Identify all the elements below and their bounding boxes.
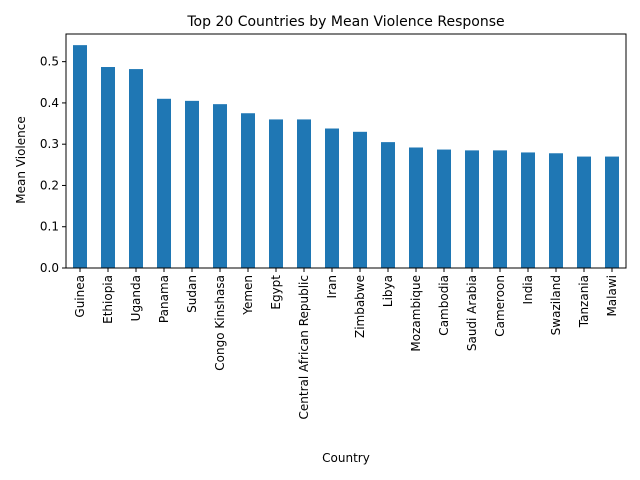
y-tick-label: 0.2 bbox=[40, 178, 59, 192]
bar bbox=[381, 142, 395, 268]
bar bbox=[409, 147, 423, 268]
bar bbox=[549, 153, 563, 268]
x-tick-label: Yemen bbox=[241, 275, 255, 316]
x-tick-label: Egypt bbox=[269, 275, 283, 310]
bar bbox=[353, 131, 367, 268]
x-axis: Guinea Ethiopia Uganda Panama Sudan Congo Kin… bbox=[73, 268, 619, 419]
x-tick-label: Guinea bbox=[73, 275, 87, 318]
x-tick-label: Sudan bbox=[185, 275, 199, 313]
y-axis-label: Mean Violence bbox=[14, 116, 28, 203]
x-tick-label: Libya bbox=[381, 275, 395, 307]
x-axis-label: Country bbox=[322, 451, 370, 465]
y-tick-label: 0.0 bbox=[40, 261, 59, 275]
y-tick-label: 0.5 bbox=[40, 55, 59, 69]
bar bbox=[213, 104, 227, 269]
bar bbox=[269, 119, 283, 268]
x-tick-label: Saudi Arabia bbox=[465, 275, 479, 351]
x-tick-label: Cambodia bbox=[437, 275, 451, 336]
bar bbox=[185, 100, 199, 268]
chart-title: Top 20 Countries by Mean Violence Respon… bbox=[186, 14, 504, 30]
x-tick-label: Zimbabwe bbox=[353, 275, 367, 338]
plot-frame bbox=[65, 33, 627, 269]
y-tick-label: 0.1 bbox=[40, 220, 59, 234]
bar bbox=[465, 150, 479, 268]
x-tick-label: Ethiopia bbox=[101, 275, 115, 324]
x-tick-label: Uganda bbox=[129, 275, 143, 321]
bar bbox=[129, 69, 143, 268]
x-tick-label: Central African Republic bbox=[297, 275, 311, 419]
x-tick-label: India bbox=[521, 275, 535, 304]
x-tick-label: Iran bbox=[325, 275, 339, 298]
bar bbox=[297, 119, 311, 268]
bar bbox=[325, 128, 339, 268]
bar bbox=[101, 67, 115, 269]
bar bbox=[157, 98, 171, 269]
bar bbox=[493, 150, 507, 268]
bar bbox=[241, 113, 255, 268]
x-tick-label: Mozambique bbox=[409, 275, 423, 352]
bar bbox=[521, 152, 535, 268]
x-tick-label: Congo Kinshasa bbox=[213, 275, 227, 371]
x-tick-label: Swaziland bbox=[549, 275, 563, 335]
bars-group bbox=[73, 45, 619, 269]
y-axis: 0.0 0.1 0.2 0.3 0.4 0.5 bbox=[40, 55, 66, 275]
y-tick-label: 0.3 bbox=[40, 137, 59, 151]
bar bbox=[605, 156, 619, 268]
y-tick-label: 0.4 bbox=[40, 96, 59, 110]
bar bbox=[577, 156, 591, 268]
x-tick-label: Malawi bbox=[605, 275, 619, 317]
bar bbox=[437, 149, 451, 268]
bar bbox=[73, 45, 87, 269]
x-tick-label: Cameroon bbox=[493, 275, 507, 337]
x-tick-label: Tanzania bbox=[577, 275, 591, 328]
x-tick-label: Panama bbox=[157, 275, 171, 323]
